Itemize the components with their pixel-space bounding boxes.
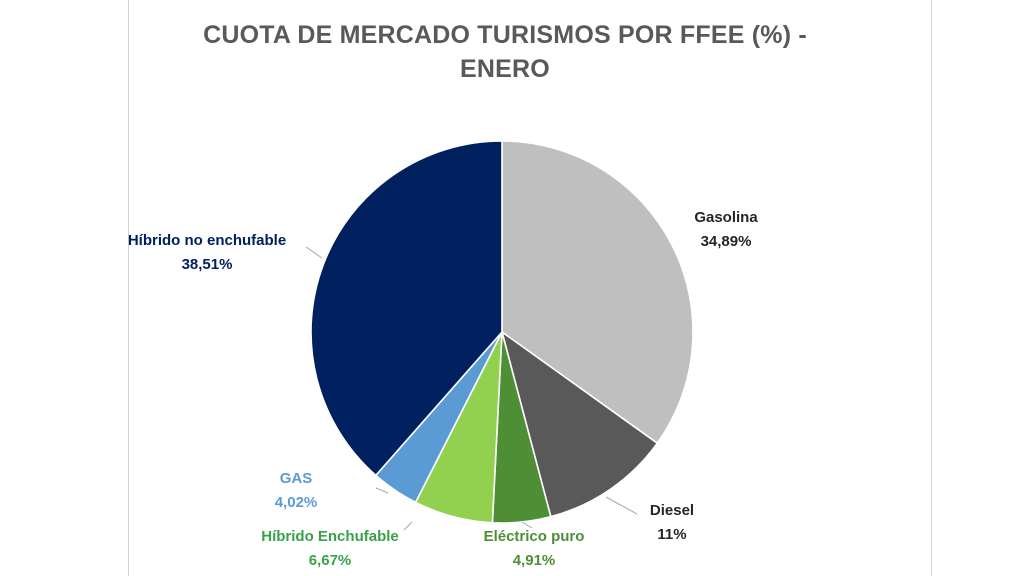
slice-label-name-electrico-puro: Eléctrico puro <box>484 528 585 545</box>
leader-lines <box>305 246 638 531</box>
pie-slice-gasolina <box>501 140 694 445</box>
pie-slice-diesel <box>500 330 659 518</box>
leader-line-gas <box>375 487 389 494</box>
slice-label-name-hibrido-enchufable: Híbrido Enchufable <box>261 528 399 545</box>
slice-label-name-hibrido-no-enchufable: Híbrido no enchufable <box>128 232 286 249</box>
leader-line-hibrido-enchufable <box>403 521 413 531</box>
chart-frame <box>128 0 932 576</box>
leader-line-diesel <box>605 496 638 515</box>
slice-label-name-gasolina: Gasolina <box>694 209 758 226</box>
chart-title: CUOTA DE MERCADO TURISMOS POR FFEE (%) -… <box>180 18 830 86</box>
slice-label-name-diesel: Diesel <box>650 502 694 519</box>
slice-label-value-hibrido-no-enchufable: 38,51% <box>182 256 233 273</box>
pie-slice-hibrido-no-enchufable <box>310 140 503 477</box>
slice-label-value-diesel: 11% <box>657 526 686 543</box>
slice-labels: Gasolina 34,89% Diesel 11% Eléctrico puro 4,9… <box>128 209 759 569</box>
chart-title-line-1: CUOTA DE MERCADO TURISMOS POR FFEE (%) - <box>203 21 807 49</box>
slice-label-value-electrico-puro: 4,91% <box>513 552 556 569</box>
slice-label-value-gasolina: 34,89% <box>701 233 752 250</box>
leader-line-hibrido-no-enchufable <box>305 246 323 259</box>
chart-title-line-2: ENERO <box>460 55 550 83</box>
slice-label-value-gas: 4,02% <box>275 494 318 511</box>
slice-label-name-gas: GAS <box>280 470 313 487</box>
slice-label-value-hibrido-enchufable: 6,67% <box>309 552 352 569</box>
pie-slices <box>310 140 694 524</box>
leader-line-electrico-puro <box>521 521 533 529</box>
